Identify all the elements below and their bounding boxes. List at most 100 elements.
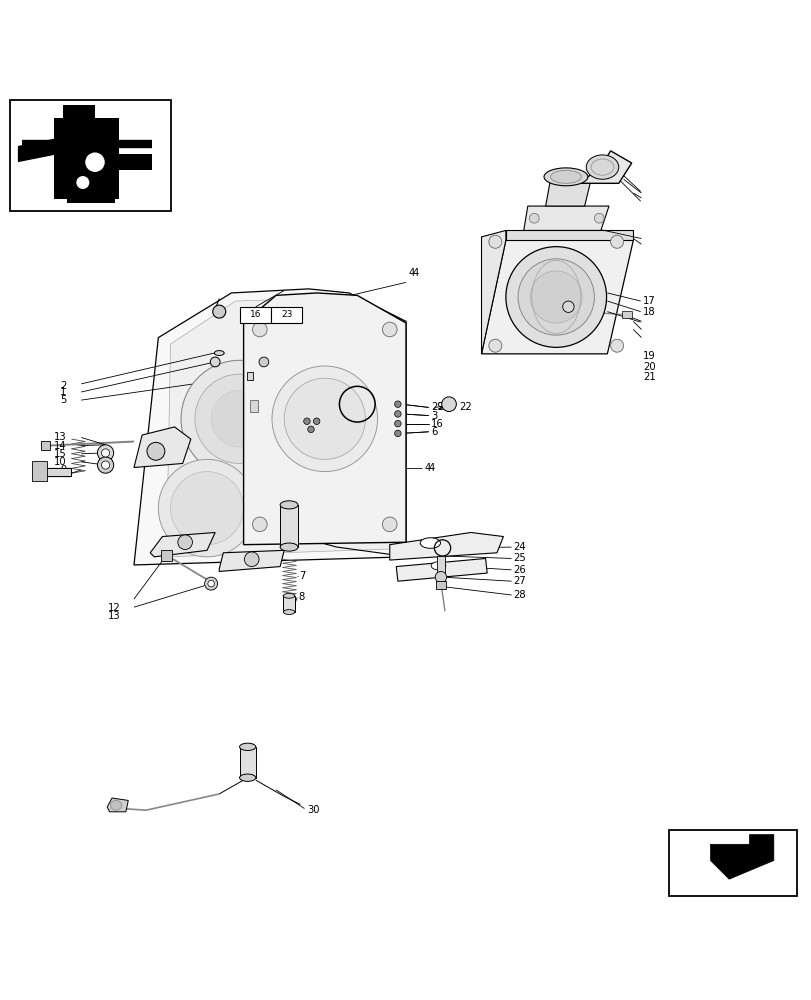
Ellipse shape xyxy=(239,743,255,751)
Circle shape xyxy=(529,213,539,223)
Ellipse shape xyxy=(283,610,294,614)
Circle shape xyxy=(97,457,114,473)
Polygon shape xyxy=(134,427,191,468)
Ellipse shape xyxy=(586,155,618,179)
Text: 18: 18 xyxy=(642,307,655,317)
Circle shape xyxy=(259,357,268,367)
Text: 3: 3 xyxy=(431,411,437,421)
Circle shape xyxy=(517,259,594,335)
Circle shape xyxy=(610,339,623,352)
Ellipse shape xyxy=(214,351,224,355)
Bar xyxy=(280,505,298,547)
Circle shape xyxy=(244,552,259,567)
Text: 12: 12 xyxy=(107,603,120,613)
Circle shape xyxy=(204,577,217,590)
Circle shape xyxy=(441,397,456,411)
Text: 16: 16 xyxy=(431,419,444,429)
Circle shape xyxy=(313,418,320,424)
Ellipse shape xyxy=(420,538,440,548)
Text: 22: 22 xyxy=(458,402,471,412)
Polygon shape xyxy=(107,798,128,812)
Polygon shape xyxy=(481,240,633,354)
Ellipse shape xyxy=(110,800,122,810)
Text: 20: 20 xyxy=(642,362,655,372)
Circle shape xyxy=(101,461,109,469)
Text: 4: 4 xyxy=(412,268,418,278)
Polygon shape xyxy=(505,230,633,240)
Polygon shape xyxy=(119,154,152,170)
Text: 2: 2 xyxy=(60,381,67,391)
Polygon shape xyxy=(481,230,505,354)
Circle shape xyxy=(562,301,573,312)
Polygon shape xyxy=(18,138,58,162)
Polygon shape xyxy=(150,532,215,557)
Ellipse shape xyxy=(543,168,587,186)
Text: 17: 17 xyxy=(642,296,655,306)
Circle shape xyxy=(178,535,192,550)
Bar xyxy=(250,400,258,412)
Text: 4: 4 xyxy=(428,463,435,473)
Circle shape xyxy=(170,472,243,545)
Circle shape xyxy=(158,459,255,557)
Circle shape xyxy=(505,247,606,347)
Text: 21: 21 xyxy=(642,372,655,382)
Circle shape xyxy=(307,426,314,433)
Text: 19: 19 xyxy=(642,351,655,361)
Circle shape xyxy=(212,305,225,318)
Circle shape xyxy=(394,411,401,417)
Text: 30: 30 xyxy=(307,805,319,815)
Circle shape xyxy=(382,517,397,532)
Circle shape xyxy=(85,152,105,172)
Text: 13: 13 xyxy=(107,611,120,621)
Bar xyxy=(161,550,172,561)
Text: 24: 24 xyxy=(513,542,526,552)
Text: 15: 15 xyxy=(54,449,67,459)
Circle shape xyxy=(211,390,268,447)
Circle shape xyxy=(394,401,401,407)
Circle shape xyxy=(488,235,501,248)
Polygon shape xyxy=(62,105,95,118)
Bar xyxy=(41,441,50,450)
Circle shape xyxy=(382,322,397,337)
Circle shape xyxy=(195,374,284,463)
Polygon shape xyxy=(32,461,47,481)
Bar xyxy=(271,307,302,323)
Ellipse shape xyxy=(283,593,294,598)
Bar xyxy=(283,596,294,612)
Bar xyxy=(247,372,253,380)
Bar xyxy=(668,830,796,896)
Text: 6: 6 xyxy=(431,427,437,437)
Circle shape xyxy=(181,360,298,477)
Text: 25: 25 xyxy=(513,553,526,563)
Circle shape xyxy=(147,442,165,460)
Circle shape xyxy=(97,445,114,461)
Circle shape xyxy=(76,176,89,189)
Bar xyxy=(436,556,444,574)
Circle shape xyxy=(394,430,401,437)
Polygon shape xyxy=(574,151,631,183)
Circle shape xyxy=(272,366,377,472)
Polygon shape xyxy=(134,289,405,565)
Circle shape xyxy=(101,449,109,457)
Bar xyxy=(240,307,271,323)
Polygon shape xyxy=(45,468,71,476)
Ellipse shape xyxy=(550,170,581,183)
Polygon shape xyxy=(166,299,397,557)
Circle shape xyxy=(610,235,623,248)
Circle shape xyxy=(210,357,220,367)
Ellipse shape xyxy=(431,562,445,570)
Text: 13: 13 xyxy=(54,432,67,442)
Text: 28: 28 xyxy=(513,590,526,600)
Text: 23: 23 xyxy=(281,310,292,319)
Polygon shape xyxy=(389,532,503,560)
Polygon shape xyxy=(54,118,119,199)
Polygon shape xyxy=(523,206,608,230)
Circle shape xyxy=(394,420,401,427)
Text: 4: 4 xyxy=(408,268,414,278)
Text: 14: 14 xyxy=(54,441,67,451)
Bar xyxy=(621,311,631,318)
Bar xyxy=(10,100,170,211)
Text: 26: 26 xyxy=(513,565,526,575)
Circle shape xyxy=(252,322,267,337)
Text: 7: 7 xyxy=(298,571,305,581)
